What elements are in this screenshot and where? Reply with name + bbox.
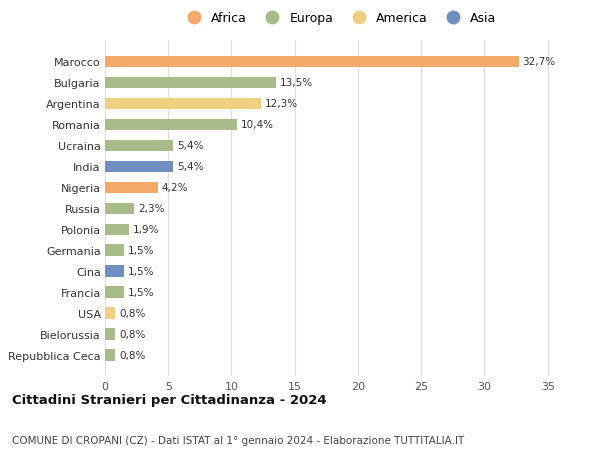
- Text: 1,5%: 1,5%: [128, 246, 154, 256]
- Text: Cittadini Stranieri per Cittadinanza - 2024: Cittadini Stranieri per Cittadinanza - 2…: [12, 393, 326, 406]
- Legend: Africa, Europa, America, Asia: Africa, Europa, America, Asia: [176, 7, 502, 30]
- Bar: [105, 161, 173, 173]
- Bar: [105, 140, 173, 152]
- Bar: [105, 266, 124, 277]
- Bar: [105, 329, 115, 340]
- Text: 12,3%: 12,3%: [265, 99, 298, 109]
- Bar: [105, 98, 260, 110]
- Text: 2,3%: 2,3%: [138, 204, 164, 214]
- Text: 13,5%: 13,5%: [280, 78, 313, 88]
- Bar: [105, 287, 124, 298]
- Bar: [105, 56, 518, 68]
- Text: COMUNE DI CROPANI (CZ) - Dati ISTAT al 1° gennaio 2024 - Elaborazione TUTTITALIA: COMUNE DI CROPANI (CZ) - Dati ISTAT al 1…: [12, 435, 464, 445]
- Bar: [105, 182, 158, 194]
- Text: 10,4%: 10,4%: [241, 120, 274, 130]
- Bar: [105, 224, 129, 235]
- Bar: [105, 119, 236, 131]
- Text: 5,4%: 5,4%: [177, 162, 203, 172]
- Text: 0,8%: 0,8%: [119, 308, 145, 319]
- Bar: [105, 350, 115, 361]
- Text: 4,2%: 4,2%: [162, 183, 188, 193]
- Text: 0,8%: 0,8%: [119, 350, 145, 360]
- Bar: [105, 203, 134, 215]
- Bar: [105, 78, 276, 89]
- Text: 1,5%: 1,5%: [128, 267, 154, 277]
- Text: 0,8%: 0,8%: [119, 330, 145, 340]
- Text: 1,5%: 1,5%: [128, 288, 154, 297]
- Bar: [105, 308, 115, 319]
- Text: 32,7%: 32,7%: [523, 57, 556, 67]
- Text: 1,9%: 1,9%: [133, 225, 160, 235]
- Text: 5,4%: 5,4%: [177, 141, 203, 151]
- Bar: [105, 245, 124, 257]
